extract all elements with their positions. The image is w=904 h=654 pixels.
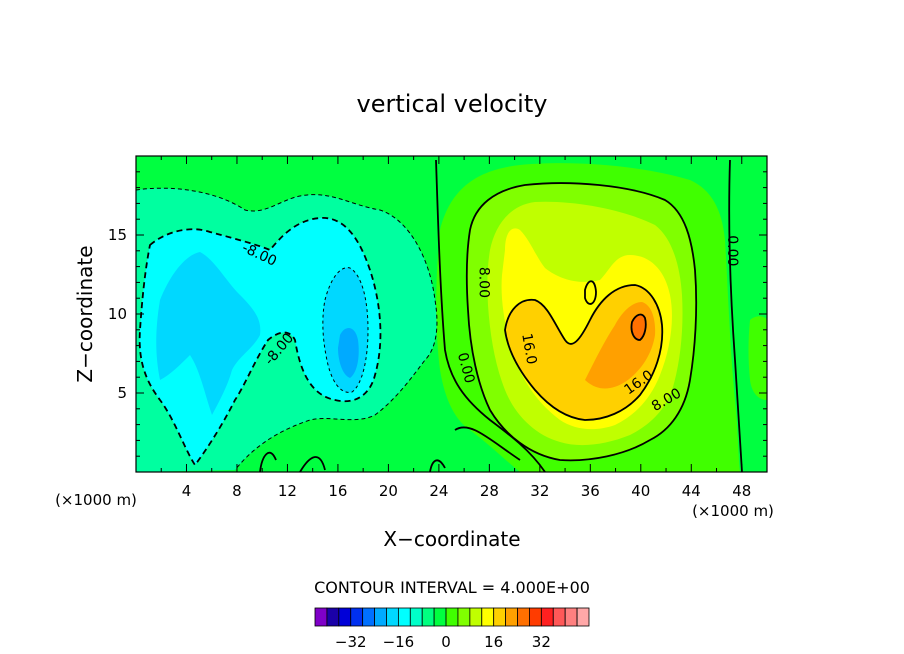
x-tick-label: 24 — [429, 482, 448, 500]
contour-zero — [259, 159, 743, 472]
y-tick-label: 5 — [117, 384, 127, 402]
contour-interval-text: CONTOUR INTERVAL = 4.000E+00 — [314, 578, 590, 597]
colorbar-swatch — [445, 607, 459, 627]
colorbar-swatch — [433, 607, 447, 627]
region-neg16 — [338, 328, 359, 378]
colorbar-swatch — [374, 607, 387, 627]
contour-label: 0.00 — [454, 351, 478, 385]
x-axis-label: X−coordinate — [383, 527, 520, 551]
x-unit-left: (×1000 m) — [55, 491, 137, 509]
colorbar — [314, 607, 590, 627]
x-tick-label: 20 — [379, 482, 398, 500]
contour-label: 8.00 — [475, 267, 491, 298]
colorbar-swatch — [505, 607, 518, 627]
colorbar-swatch — [362, 607, 375, 627]
colorbar-swatch — [421, 607, 435, 627]
colorbar-swatch — [338, 607, 352, 627]
contour-field — [136, 156, 767, 472]
x-unit-right: (×1000 m) — [692, 502, 774, 520]
colorbar-swatch — [493, 607, 507, 627]
x-tick-label: 32 — [530, 482, 549, 500]
colorbar-swatch — [314, 607, 328, 627]
x-tick-label: 28 — [480, 482, 499, 500]
colorbar-tick-labels: −32 −16 0 16 32 — [335, 633, 551, 651]
colorbar-swatch — [564, 607, 578, 627]
colorbar-swatch — [481, 607, 495, 627]
x-tick-label: 4 — [182, 482, 192, 500]
colorbar-swatch — [457, 607, 471, 627]
contour-label: 0.00 — [724, 235, 740, 266]
colorbar-tick-label: −16 — [383, 633, 415, 651]
x-tick-label: 40 — [631, 482, 650, 500]
chart-title: vertical velocity — [357, 90, 548, 118]
x-tick-label: 8 — [232, 482, 242, 500]
colorbar-swatch — [469, 607, 483, 627]
colorbar-tick-label: 0 — [441, 633, 451, 651]
contour-neg12 — [322, 267, 369, 393]
y-axis-ticks: 5 10 15 — [108, 171, 767, 457]
colorbar-swatch — [350, 607, 364, 627]
contour-label: 16.0 — [518, 332, 539, 365]
colorbar-swatch — [540, 607, 554, 627]
colorbar-swatch — [529, 607, 542, 627]
region-neg12 — [156, 252, 368, 415]
colorbar-swatch — [409, 607, 423, 627]
colorbar-tick-label: 32 — [532, 633, 551, 651]
y-axis-label: Z−coordinate — [73, 245, 97, 382]
x-tick-label: 36 — [581, 482, 600, 500]
contour-pos28 — [630, 313, 647, 341]
region-pos-right-strip — [748, 316, 767, 400]
x-tick-label: 16 — [328, 482, 347, 500]
colorbar-swatch — [576, 607, 590, 627]
colorbar-swatch — [517, 607, 530, 627]
colorbar-swatch — [386, 607, 399, 627]
x-axis-ticks: 4 8 12 16 20 24 28 32 36 40 44 48 — [160, 156, 751, 500]
contour-pos16 — [504, 280, 664, 421]
colorbar-swatch — [326, 607, 340, 627]
x-tick-label: 12 — [278, 482, 297, 500]
y-tick-label: 15 — [108, 226, 127, 244]
colorbar-tick-label: 16 — [484, 633, 503, 651]
x-tick-label: 48 — [732, 482, 751, 500]
region-pos28 — [631, 314, 646, 340]
colorbar-swatch — [397, 607, 411, 627]
contour-neg8 — [138, 217, 382, 467]
x-tick-label: 44 — [682, 482, 701, 500]
contour-pos8 — [465, 182, 698, 462]
y-tick-label: 10 — [108, 305, 127, 323]
colorbar-swatch — [552, 607, 566, 627]
contour-neg4 — [136, 187, 438, 471]
colorbar-tick-label: −32 — [335, 633, 367, 651]
